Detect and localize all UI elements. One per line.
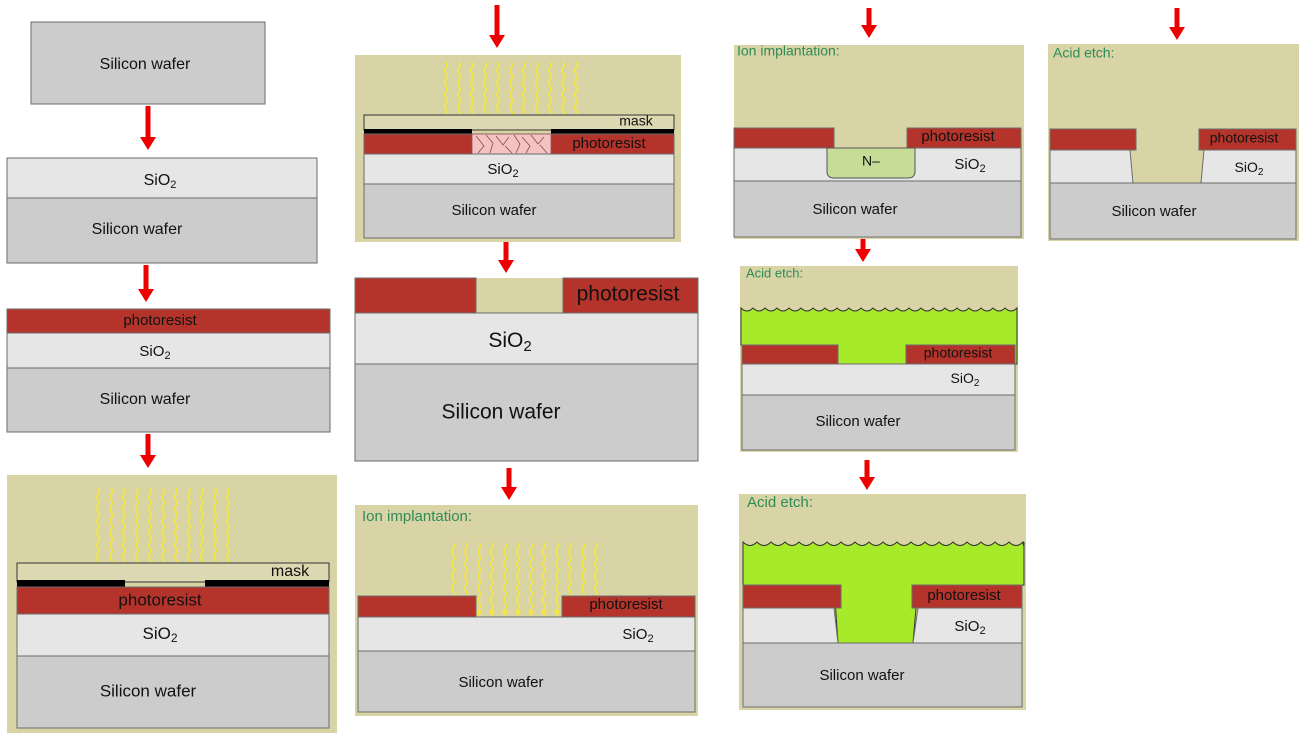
sio2-label: SiO2 (142, 624, 177, 645)
photoresist-label: photoresist (921, 128, 995, 145)
acid-etch-caption: Acid etch: (747, 494, 813, 511)
acid-etch-caption: Acid etch: (1053, 45, 1114, 61)
panel-developed-resist: photoresist SiO2 Silicon wafer (354, 277, 699, 462)
red-down-arrow-icon (859, 460, 875, 490)
panel-n-region: Ion implantation: photoresist N– SiO2 Si… (733, 43, 1024, 239)
sio2-label: SiO2 (487, 161, 518, 180)
n-minus-label: N– (862, 153, 880, 169)
silicon-wafer-label: Silicon wafer (815, 413, 900, 430)
photoresist-label: photoresist (118, 590, 201, 609)
silicon-wafer-label: Silicon wafer (92, 221, 183, 238)
silicon-wafer-label: Silicon wafer (819, 667, 904, 684)
photoresist-label: photoresist (927, 587, 1001, 604)
red-down-arrow-icon (138, 265, 154, 302)
silicon-wafer-label: Silicon wafer (100, 391, 191, 408)
photoresist-label: photoresist (123, 312, 197, 329)
red-down-arrow-icon (489, 5, 505, 48)
sio2-label: SiO2 (954, 618, 985, 637)
sio2-label: SiO2 (144, 172, 177, 191)
red-down-arrow-icon (1169, 8, 1185, 40)
silicon-wafer-label: Silicon wafer (100, 56, 191, 73)
silicon-wafer-label: Silicon wafer (441, 401, 560, 424)
silicon-wafer-label: Silicon wafer (812, 201, 897, 218)
acid-bath (742, 540, 1025, 644)
mask-label: mask (271, 563, 310, 580)
sio2-label: SiO2 (139, 343, 170, 362)
ion-implantation-caption: Ion implantation: (362, 508, 472, 525)
exposed-resist-cracks (475, 134, 548, 154)
silicon-wafer-label: Silicon wafer (458, 674, 543, 691)
red-down-arrow-icon (140, 434, 156, 468)
sio2-label: SiO2 (951, 370, 980, 389)
panel-photoresist-coat: photoresist SiO2 Silicon wafer (6, 308, 331, 433)
mask-label: mask (619, 113, 653, 129)
panel-ion-implantation: Ion implantation: photoresist SiO2 Silic… (355, 505, 698, 716)
sio2-label: SiO2 (488, 329, 531, 355)
photoresist-label: photoresist (1210, 130, 1279, 146)
panel-oxidation: SiO2 Silicon wafer (6, 157, 318, 264)
step-arrows (138, 5, 1185, 500)
sio2-label: SiO2 (622, 626, 653, 645)
red-down-arrow-icon (140, 106, 156, 150)
red-down-arrow-icon (501, 468, 517, 500)
acid-etch-caption: Acid etch: (746, 265, 803, 280)
sio2-label: SiO2 (954, 156, 985, 175)
panel-etch-complete: Acid etch: photoresist SiO2 Silicon wafe… (1048, 44, 1299, 241)
silicon-wafer-label: Silicon wafer (100, 681, 197, 700)
red-down-arrow-icon (861, 8, 877, 38)
panel-silicon-wafer: Silicon wafer (30, 21, 266, 105)
panel-exposed-resist: mask photoresist SiO2 Silicon wafer (355, 55, 681, 242)
red-down-arrow-icon (855, 230, 871, 262)
sio2-label: SiO2 (1235, 159, 1264, 178)
photoresist-label: photoresist (577, 283, 680, 306)
silicon-wafer-label: Silicon wafer (451, 202, 536, 219)
red-down-arrow-icon (498, 240, 514, 273)
panel-acid-etch-through: Acid etch: photoresist SiO2 Silicon wafe… (739, 494, 1026, 710)
photoresist-label: photoresist (572, 135, 646, 152)
photoresist-label: photoresist (589, 596, 663, 613)
silicon-wafer-label: Silicon wafer (1111, 203, 1196, 220)
panel-uv-exposure: mask photoresist SiO2 Silicon wafer (7, 475, 337, 733)
panel-acid-etch-start: Acid etch: photoresist SiO2 Silicon wafe… (740, 265, 1018, 452)
ion-implantation-caption: Ion implantation: (737, 43, 840, 59)
photoresist-label: photoresist (924, 345, 993, 361)
n-region (826, 147, 916, 179)
